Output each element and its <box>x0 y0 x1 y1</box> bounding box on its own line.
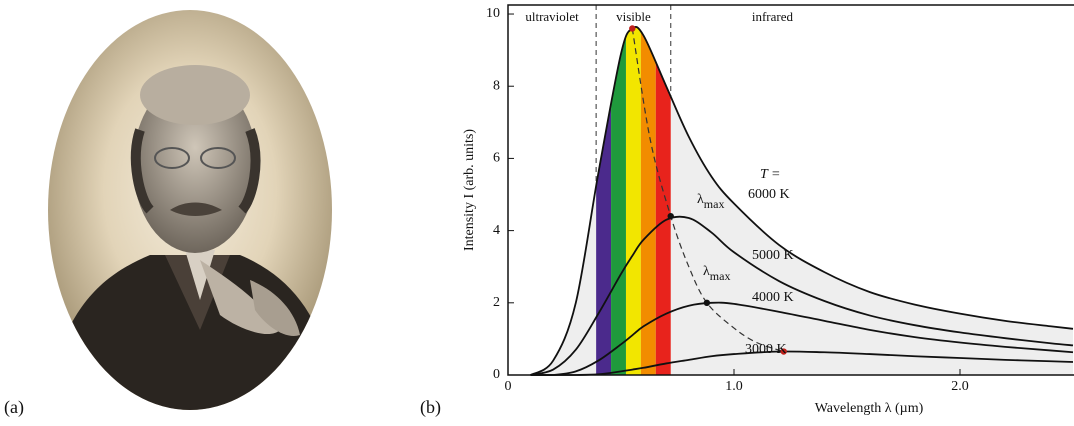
lambda-subscript: max <box>710 269 731 283</box>
y-tick-label: 2 <box>493 295 500 310</box>
peak-marker <box>629 25 636 32</box>
lambda-subscript: max <box>704 197 725 211</box>
series-label: 5000 K <box>752 248 794 263</box>
series-label: 6000 K <box>748 187 790 202</box>
lambda-max-locus <box>631 28 784 353</box>
spectrum-band <box>611 26 626 375</box>
lambda-symbol: λ <box>703 264 710 279</box>
lambda-max-label: λmax <box>697 192 724 211</box>
x-tick-label: 1.0 <box>725 379 743 394</box>
y-tick-label: 10 <box>486 6 500 21</box>
series-label: 4000 K <box>752 290 794 305</box>
axes-frame <box>507 4 1074 376</box>
series-label: 3000 K <box>745 342 787 357</box>
panel-label: (b) <box>420 397 441 418</box>
peak-marker <box>703 299 711 307</box>
portrait <box>48 10 332 410</box>
y-tick-label: 6 <box>493 151 500 166</box>
spectrum-band <box>655 26 671 375</box>
curve <box>530 350 1074 376</box>
y-tick-label: 8 <box>493 78 500 93</box>
panel-label: (a) <box>4 397 24 418</box>
spectrum-band <box>596 26 612 375</box>
region-label: ultraviolet <box>525 9 579 24</box>
y-tick-label: 4 <box>493 223 500 238</box>
y-tick-label: 0 <box>493 367 500 382</box>
x-tick-label: 0 <box>505 379 512 394</box>
lambda-symbol: λ <box>697 192 704 207</box>
y-axis-label: Intensity I (arb. units) <box>462 129 477 251</box>
x-tick-label: 2.0 <box>951 379 969 394</box>
peak-marker <box>780 348 787 355</box>
peak-marker <box>667 212 674 220</box>
spectrum-band <box>640 26 656 375</box>
curve <box>530 301 1074 376</box>
curve <box>530 25 1074 376</box>
temperature-label: T = <box>760 167 780 182</box>
region-label: infrared <box>752 9 794 24</box>
spectrum-band <box>625 26 641 375</box>
region-label: visible <box>616 9 651 24</box>
x-axis-label: Wavelength λ (µm) <box>815 401 924 416</box>
curve <box>530 215 1074 376</box>
lambda-max-label: λmax <box>703 264 730 283</box>
